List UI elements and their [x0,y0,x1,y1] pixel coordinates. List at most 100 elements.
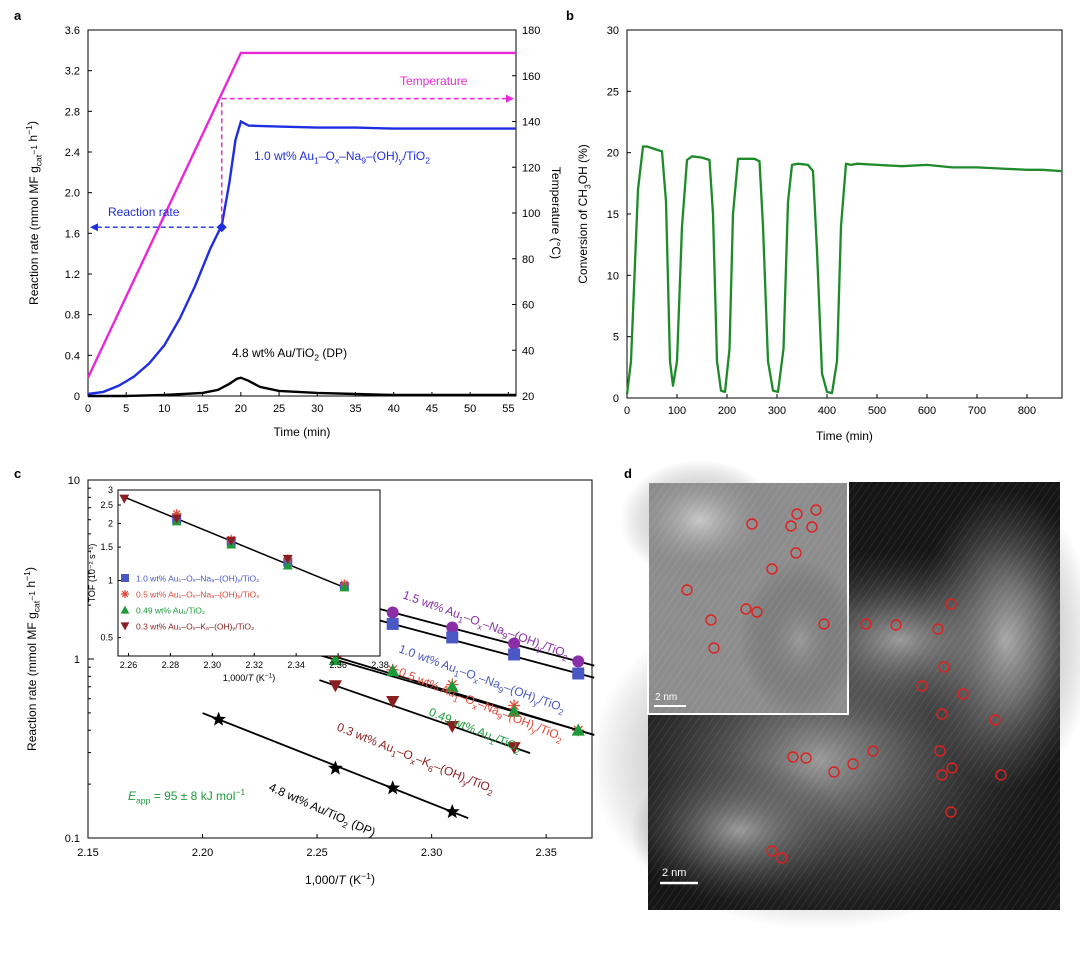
inset-y-tick-label: 3 [108,485,113,495]
data-point [328,653,343,666]
label-part: –O [457,689,477,708]
label-part: Reaction rate (mmol MF g [25,612,39,751]
inset-y-tick-label: 2.5 [100,500,113,510]
label-part: cat [34,154,44,166]
panel-letter-a: a [14,8,22,23]
gold-atom-marker [740,603,752,615]
x-axis-label: Time (min) [274,425,331,439]
y-tick-label: 2.4 [65,147,80,159]
y-tick-label: 10 [607,270,619,282]
inset-legend-text: 0.5 wt% Au₁–Oₓ–Na₉–(OH)ᵧ/TiO₂ [136,590,259,600]
temperature-arrow-head [506,94,514,103]
inset-frame [117,489,381,657]
gold-atom-marker [746,518,758,530]
gold-atom-marker [776,852,788,864]
data-point [508,648,521,661]
label-part: –(OH) [502,680,537,704]
y-tick-label: 5 [613,332,619,344]
label-part: 1,000/ [305,873,339,887]
rate-annotation: Reaction rate [108,205,180,219]
inset-legend-marker [121,574,129,582]
x-tick-label: 200 [718,405,736,417]
data-point [386,695,400,708]
fit-line-1 [376,618,595,679]
label-part: ) [25,121,39,125]
label-part: –(OH) [501,707,537,732]
data-point [327,760,343,775]
gold-atom-marker [945,806,957,818]
x-axis-label: Time (min) [816,429,873,443]
inset-data-point [282,560,293,570]
y2-tick-label: 100 [522,208,540,220]
gold-atom-marker [938,661,950,673]
x-tick-label: 700 [968,405,986,417]
label-part: ) [23,567,37,571]
y-tick-label: 2.8 [65,106,80,118]
gold-atom-marker [946,762,958,774]
label-part: −1 [29,145,39,155]
inset-legend-marker [121,590,129,598]
label-part: /TiO [403,149,425,163]
data-point [386,617,399,630]
x-tick-label: 2.30 [421,847,442,859]
label-part: x [471,701,479,712]
plot-frame [626,29,1063,399]
gold-atom-marker [790,547,802,559]
panel-d: 2 nm 2 nm [590,460,1080,930]
panel-letter-d: d [624,466,632,481]
gold-atom-marker [890,619,902,631]
label-part: –(OH) [366,149,399,163]
data-point [445,680,459,693]
y-tick-label: 0 [613,393,619,405]
marker-stroke [121,590,129,598]
y2-tick-label: 20 [522,391,534,403]
label-part: –O [458,664,478,683]
panel-a: 0 5 10 15 20 25 30 35 40 45 50 55 0 0.4 0.8 1.2 1.6 2.0 2.… [24,25,563,439]
x-tick-label: 400 [818,405,836,417]
inset-legend-text: 0.3 wt% Au₁–Oₓ–K₆–(OH)ᵧ/TiO₂ [136,622,254,632]
gold-atom-marker [800,752,812,764]
data-point [444,804,460,819]
inset-x-tick-label: 2.26 [120,660,138,670]
label-part: −1 [265,672,273,679]
inset-y-axis-label: TOF (10⁻² s⁻¹) [87,544,97,603]
label-part: 2 [341,819,350,830]
panel-b: 0 100 200 300 400 500 600 700 800 0 5 10 15 20 25 30 Tim… [576,25,1063,443]
label-part: 1 [457,614,465,625]
data-point [572,667,585,680]
x-tick-label: 2.25 [306,847,327,859]
data-point [328,680,343,693]
label-part: 9 [361,156,366,166]
label-part: –Na [339,149,361,163]
label-part: = 95 ± 8 kJ mol [150,789,235,803]
label-part: (DP) [346,815,377,839]
label-part: –(OH) [432,759,468,784]
gold-atom-marker [916,680,928,692]
x-tick-label: 55 [502,403,514,415]
gold-atom-marker [957,688,969,700]
rate-marker [216,222,227,233]
gold-atom-marker [766,563,778,575]
label-part: 4.8 wt% Au/TiO [267,780,348,826]
inset-x-tick-label: 2.36 [329,660,347,670]
label-part: ) [272,672,275,682]
y-axis-label: Reaction rate (mmol MF gcat−1 h−1) [22,567,42,751]
x-tick-label: 15 [197,403,209,415]
inset-data-point [226,536,237,546]
label-part: Conversion of CH [576,189,590,284]
gold-atom-marker [791,508,803,520]
gold-atom-marker [787,751,799,763]
y-tick-label: 2.0 [65,188,80,200]
label-part: 4.8 wt% Au/TiO [232,346,314,360]
label-part: Reaction rate (mmol MF g [27,166,41,305]
x-axis-label: 1,000/T (K−1) [305,871,375,887]
data-point [507,742,521,755]
data-point [445,721,459,734]
x-tick-label: 45 [426,403,438,415]
label-part: (K [253,673,265,683]
gold-atom-marker [936,769,948,781]
y2-tick-label: 120 [522,162,540,174]
label-part: 1 [453,668,461,679]
inset-y-tick-label: 1.5 [100,542,113,552]
